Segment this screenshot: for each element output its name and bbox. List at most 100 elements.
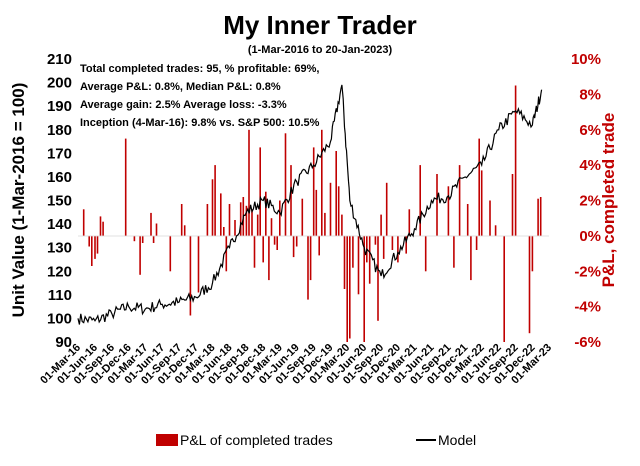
stat-line-1: Total completed trades: 95, % profitable… — [80, 63, 319, 75]
pnl-bar — [307, 235, 309, 300]
pnl-bar — [470, 235, 472, 281]
pnl-bar — [514, 85, 517, 236]
pnl-bar — [309, 235, 312, 281]
pnl-bar — [279, 200, 281, 236]
pnl-bar — [256, 214, 259, 236]
pnl-bar — [284, 133, 287, 236]
pnl-bar — [141, 235, 144, 243]
pnl-bar — [290, 165, 292, 236]
pnl-bar — [312, 147, 315, 236]
pnl-bar — [357, 235, 360, 295]
pnl-bar — [239, 202, 242, 236]
left-tick-label: 170 — [47, 145, 72, 162]
pnl-bar — [248, 129, 250, 236]
pnl-bar — [124, 138, 127, 236]
pnl-bar — [292, 235, 295, 258]
pnl-bar — [337, 186, 340, 236]
pnl-bar — [324, 212, 326, 236]
pnl-bar — [82, 209, 85, 236]
stat-line-3: Average gain: 2.5% Average loss: -3.3% — [80, 99, 287, 111]
pnl-bar — [466, 204, 469, 236]
pnl-bar — [343, 235, 346, 289]
pnl-bar — [368, 235, 371, 284]
pnl-bar — [363, 235, 365, 342]
chart-title: My Inner Trader — [223, 10, 417, 40]
pnl-bar — [528, 235, 531, 334]
pnl-bar — [96, 235, 99, 254]
legend-line-label: Model — [438, 432, 476, 448]
right-tick-label: -4% — [574, 299, 601, 316]
pnl-bar — [489, 200, 491, 236]
pnl-bar — [228, 204, 231, 236]
pnl-bar — [152, 235, 155, 243]
pnl-bar — [321, 129, 323, 236]
pnl-bar — [397, 235, 399, 263]
pnl-bar — [419, 165, 421, 236]
right-tick-label: -2% — [574, 263, 601, 280]
pnl-bar — [408, 209, 411, 236]
pnl-bar — [380, 214, 382, 236]
pnl-bar — [475, 235, 478, 250]
right-tick-label: 0% — [579, 228, 601, 245]
pnl-bar — [262, 235, 264, 263]
right-tick-label: 10% — [571, 51, 601, 68]
pnl-bar — [352, 235, 354, 268]
left-tick-label: 150 — [47, 193, 72, 210]
pnl-bar — [377, 235, 379, 321]
pnl-bar — [424, 235, 427, 272]
left-tick-label: 110 — [48, 287, 72, 304]
pnl-bar — [245, 205, 248, 236]
pnl-bar — [385, 182, 388, 236]
pnl-bar — [102, 221, 104, 236]
left-tick-label: 200 — [47, 75, 72, 92]
pnl-bar — [270, 218, 273, 236]
model-line — [77, 84, 543, 325]
stat-line-2: Average P&L: 0.8%, Median P&L: 0.8% — [80, 81, 281, 93]
pnl-bar — [447, 186, 450, 236]
pnl-bar — [150, 212, 152, 236]
left-tick-label: 120 — [47, 263, 72, 280]
pnl-bar — [531, 235, 534, 272]
chart-subtitle: (1-Mar-2016 to 20-Jan-2023) — [248, 44, 393, 56]
pnl-bar — [478, 138, 480, 236]
pnl-bar — [537, 198, 539, 236]
pnl-bar — [225, 235, 228, 272]
left-tick-label: 90 — [55, 334, 72, 351]
pnl-bar — [155, 223, 158, 236]
pnl-bar — [268, 235, 270, 281]
pnl-bar — [99, 216, 102, 236]
pnl-bar — [220, 193, 222, 236]
right-tick-label: 4% — [579, 157, 601, 174]
pnl-bar — [349, 235, 351, 339]
pnl-bar — [301, 198, 304, 236]
left-tick-label: 100 — [47, 310, 72, 327]
pnl-bar — [494, 225, 497, 236]
pnl-bar — [405, 235, 407, 254]
pnl-bar — [458, 165, 461, 236]
pnl-bar — [223, 227, 225, 236]
pnl-bar — [265, 191, 267, 236]
pnl-bar — [341, 214, 343, 236]
pnl-bar — [335, 151, 337, 236]
left-tick-label: 180 — [47, 122, 72, 139]
pnl-bar — [276, 235, 278, 250]
pnl-bar — [183, 225, 186, 236]
pnl-bar — [511, 174, 514, 236]
stat-line-4: Inception (4-Mar-16): 9.8% vs. S&P 500: … — [80, 117, 320, 129]
pnl-bar — [197, 235, 200, 293]
pnl-bar — [88, 235, 90, 247]
pnl-bar — [346, 235, 348, 342]
left-axis-ticks: 210 200 190 180 170 160 150 140 130 120 110 100 90 — [47, 51, 72, 351]
pnl-bar — [295, 235, 298, 247]
pnl-bar — [189, 235, 192, 316]
right-tick-label: 2% — [579, 193, 601, 210]
right-tick-label: 8% — [579, 86, 601, 103]
legend: P&L of completed trades Model — [156, 432, 476, 448]
pnl-bar — [94, 235, 96, 259]
left-tick-label: 190 — [47, 98, 72, 115]
pnl-bar — [382, 235, 385, 259]
pnl-bar — [374, 235, 377, 245]
right-axis-ticks: 10% 8% 6% 4% 2% 0% -2% -4% -6% — [571, 51, 601, 351]
pnl-bar — [436, 174, 438, 236]
